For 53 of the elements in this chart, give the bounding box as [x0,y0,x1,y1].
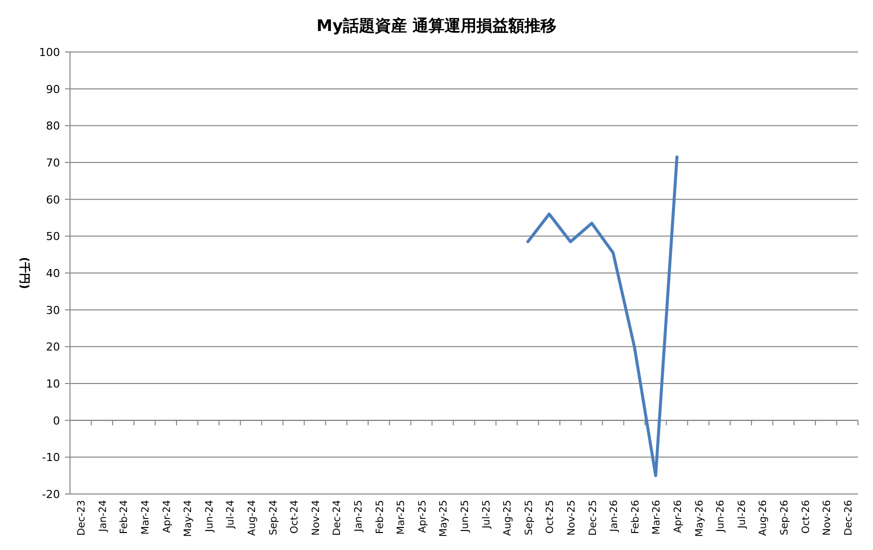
x-tick-label: Mar-24 [140,500,152,535]
x-tick-label: Feb-26 [630,500,642,534]
x-tick-label: Nov-24 [310,500,322,536]
y-tick-label: 20 [46,340,60,354]
x-tick-label: Jun-24 [204,500,216,533]
x-tick-label: Oct-25 [545,500,556,534]
line-series [526,155,678,478]
x-tick-label: Jul-25 [481,500,492,530]
x-tick-label: Oct-26 [800,500,812,534]
x-tick-label: Nov-25 [566,500,578,536]
x-tick-label: Apr-26 [672,500,684,533]
y-tick-label: 40 [46,267,60,280]
y-axis-title: (千円) [18,256,31,290]
x-tick-label: Mar-25 [396,500,408,535]
x-tick-label: Dec-23 [76,500,88,536]
y-tick-label: 30 [46,304,60,317]
x-tick-label: May-24 [183,500,194,537]
x-tick-label: Dec-26 [843,500,854,536]
x-tick-label: Jun-26 [716,500,727,533]
x-tick-label: Jan-26 [609,500,620,533]
x-tick-label: Apr-25 [417,500,428,533]
y-tick-label: 90 [46,82,60,96]
x-tick-label: Jun-25 [460,500,471,533]
y-tick-label: 100 [39,46,60,59]
x-tick-label: Aug-24 [247,500,258,536]
x-tick-label: Jul-26 [736,500,748,530]
x-tick-label: Nov-26 [822,500,834,536]
x-tick-label: Mar-26 [652,500,663,535]
x-tick-label: Sep-25 [524,500,535,536]
chart-title: My話題資産 通算運用損益額推移 [316,16,556,35]
x-tick-label: Sep-24 [268,500,280,536]
y-tick-label: 60 [46,193,60,206]
y-tick-label: -10 [42,451,60,464]
x-tick-label: Oct-24 [290,500,301,534]
y-tick-label: -20 [42,488,60,501]
x-tick-label: Dec-24 [332,500,344,536]
y-tick-label: 50 [46,230,60,244]
y-tick-label: 80 [46,120,60,133]
x-tick-label: Apr-24 [162,500,173,533]
y-tick-label: 10 [46,378,60,390]
x-tick-label: Jan-24 [98,500,109,533]
y-tick-label: 0 [53,414,60,428]
x-tick-label: Aug-25 [502,500,514,536]
x-tick-label: Feb-25 [374,500,386,534]
x-tick-label: Jul-24 [226,500,237,530]
x-tick-label: Dec-25 [588,500,599,536]
x-tick-label: Jan-25 [354,500,365,533]
x-tick-label: Sep-26 [779,500,790,536]
x-tick-label: Aug-26 [758,500,770,536]
x-tick-label: May-26 [694,500,706,537]
x-tick-label: May-25 [438,500,450,537]
x-tick-label: Feb-24 [119,500,130,534]
y-tick-label: 70 [46,156,60,170]
